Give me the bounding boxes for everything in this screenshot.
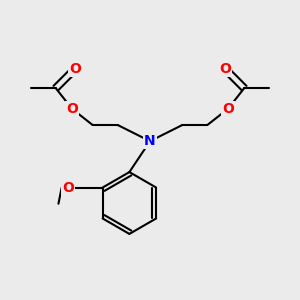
Text: O: O xyxy=(222,102,234,116)
Text: O: O xyxy=(66,102,78,116)
Text: O: O xyxy=(219,62,231,76)
Text: O: O xyxy=(62,181,74,194)
Text: N: N xyxy=(144,134,156,148)
Text: O: O xyxy=(69,62,81,76)
